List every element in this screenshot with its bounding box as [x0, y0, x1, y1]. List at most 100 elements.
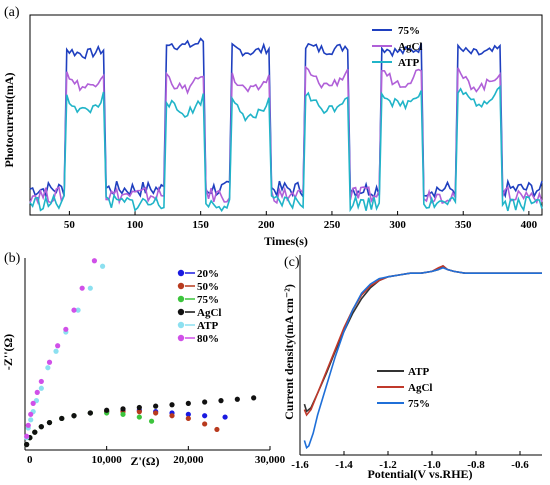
- panel-a-series-atp: [29, 85, 543, 213]
- panel-b-xlabel: Z'(Ω): [131, 454, 160, 468]
- panel-b-legend-marker: [177, 308, 185, 316]
- panel-b-ylabel: -Z''(Ω): [1, 334, 15, 370]
- panel-b-point: [234, 396, 240, 402]
- panel-b-point: [28, 411, 34, 417]
- panel-b-point: [202, 421, 208, 427]
- panel-b-point: [185, 400, 191, 406]
- panel-b-point: [153, 410, 159, 416]
- panel-a-ylabel: Photocurrent(mA): [2, 72, 16, 167]
- panel-b-point: [87, 285, 93, 291]
- panel-b-series-agcl: [24, 395, 257, 448]
- panel-c-legend-label: AgCl: [408, 382, 432, 394]
- panel-c-legend-label: ATP: [408, 366, 429, 378]
- panel-b-point: [120, 406, 126, 412]
- panel-b-x-tick-label: 20,000: [173, 454, 204, 466]
- panel-c-x-tick-label: -1.2: [379, 459, 397, 471]
- panel-b-legend-label: 75%: [197, 294, 219, 306]
- panel-b-x-tick-label: 0: [27, 454, 33, 466]
- panel-b-point: [169, 402, 175, 408]
- panel-a-x-tick-label: 150: [192, 219, 209, 231]
- panel-a-series: [29, 37, 543, 213]
- panel-a-legend: 75% AgCl ATP: [372, 25, 422, 69]
- panel-a-x-tick-label: 350: [455, 219, 472, 231]
- panel-b-point: [136, 414, 142, 420]
- panel-b-x-tick-label: 30,000: [255, 454, 286, 466]
- panel-a-label: (a): [4, 5, 20, 20]
- panel-b-point: [59, 415, 65, 422]
- panel-b-x-ticks: 0 10,000 20,000 30,000: [24, 446, 286, 466]
- panel-b-point: [120, 411, 126, 417]
- panel-c-series: [303, 264, 542, 450]
- panel-b-point: [79, 285, 85, 291]
- panel-b-point: [53, 348, 59, 354]
- panel-b-legend-label: 20%: [197, 268, 219, 280]
- panel-b-point: [28, 417, 34, 423]
- panel-b-point: [104, 407, 110, 413]
- panel-b-series-80: [24, 258, 98, 439]
- panel-b-point: [185, 411, 191, 417]
- panel-b-point: [45, 365, 51, 371]
- panel-a: (a) 50 100 150 200 250 300 350 400 75% AgCl ATP T…: [2, 5, 543, 248]
- panel-b-legend-marker: [177, 295, 185, 303]
- panel-b-legend-label: ATP: [197, 320, 218, 332]
- panel-a-x-tick-label: 100: [127, 219, 144, 231]
- panel-b-point: [24, 441, 30, 448]
- panel-c-x-tick-label: -1.0: [423, 459, 441, 471]
- panel-b-point: [71, 413, 77, 419]
- panel-a-x-tick-label: 250: [324, 219, 341, 231]
- panel-b-point: [185, 415, 191, 422]
- panel-a-frame: [29, 14, 543, 216]
- panel-b-point: [153, 403, 159, 409]
- panel-b-point: [25, 422, 31, 428]
- panel-b-point: [38, 385, 44, 391]
- panel-b-series-20: [24, 407, 228, 448]
- panel-a-legend-label: ATP: [398, 57, 419, 69]
- panel-b-point: [136, 404, 142, 411]
- panel-b-legend-label: 50%: [197, 281, 219, 293]
- panel-a-x-ticks: 50 100 150 200 250 300 350 400: [64, 211, 538, 231]
- panel-a-x-tick-label: 200: [258, 219, 275, 231]
- panel-b-legend-marker: [177, 321, 185, 329]
- panel-c-legend-label: 75%: [408, 398, 430, 410]
- panel-b-legend-marker: [177, 282, 185, 290]
- panel-c-x-tick-label: -1.4: [335, 459, 353, 471]
- panel-c-label: (c): [284, 255, 300, 270]
- panel-b-point: [136, 409, 142, 415]
- panel-b-point: [30, 400, 36, 406]
- panel-b-x-tick-label: 10,000: [92, 454, 123, 466]
- panel-b-series: [24, 258, 257, 448]
- panel-b-point: [148, 418, 155, 424]
- panel-b-point: [251, 395, 257, 401]
- panel-a-legend-label: 75%: [398, 25, 420, 37]
- panel-b-point: [46, 419, 53, 426]
- panel-b-point: [214, 426, 220, 433]
- panel-b-point: [63, 326, 69, 332]
- panel-b-point: [99, 263, 106, 269]
- panel-b-point: [55, 343, 61, 349]
- panel-b-point: [24, 433, 30, 439]
- panel-a-x-tick-label: 50: [64, 219, 76, 231]
- panel-a-series-75: [29, 37, 543, 200]
- panel-b-point: [46, 359, 53, 365]
- panel-c-x-tick-label: -0.8: [467, 459, 485, 471]
- panel-a-xlabel: Times(s): [264, 234, 308, 248]
- panel-b-point: [218, 398, 224, 404]
- panel-c-xlabel: Potential(V vs.RHE): [367, 467, 472, 481]
- panel-b-point: [169, 413, 175, 419]
- panel-c-legend: ATP AgCl 75%: [377, 366, 432, 410]
- panel-b-point: [91, 258, 98, 264]
- panel-b: (b) 0 10,000 20,000 30,000 20%50%75%AgClATP…: [1, 251, 286, 468]
- panel-b-legend-label: 80%: [197, 333, 219, 345]
- panel-b-point: [75, 307, 81, 313]
- panel-a-x-tick-label: 400: [521, 219, 538, 231]
- panel-b-legend-label: AgCl: [197, 307, 221, 319]
- panel-c-x-tick-label: -0.6: [511, 459, 529, 471]
- panel-b-label: (b): [4, 251, 21, 266]
- panel-c: (c) -1.6 -1.4 -1.2 -1.0 -0.8 -0.6 ATPAgCl75% …: [282, 255, 542, 481]
- panel-b-series-atp: [24, 263, 106, 441]
- panel-a-legend-label: AgCl: [398, 41, 422, 53]
- panel-b-point: [87, 410, 93, 416]
- panel-b-legend-marker: [177, 269, 185, 277]
